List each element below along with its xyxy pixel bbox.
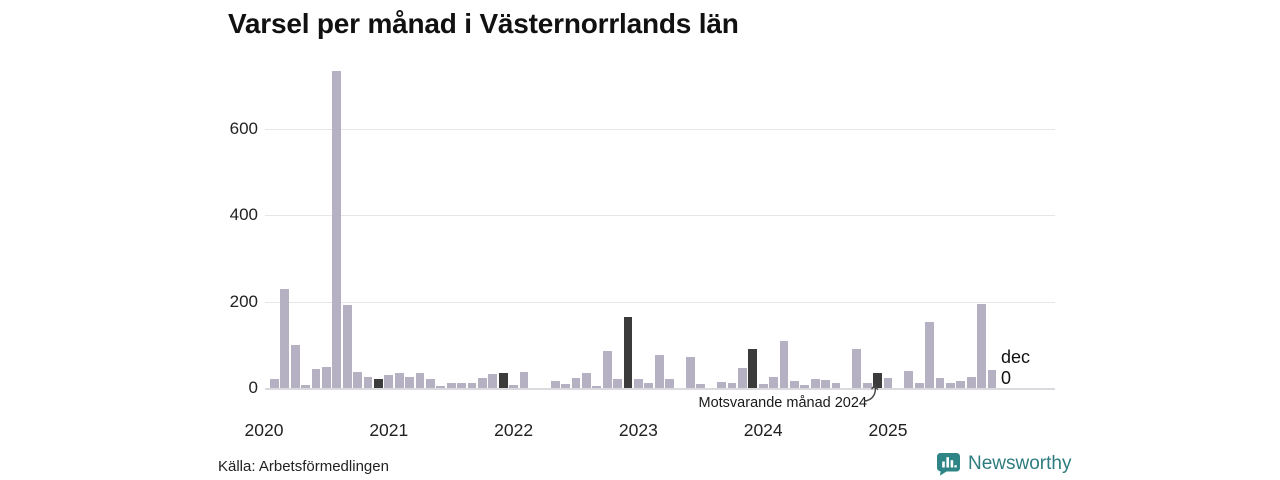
bar (342, 305, 352, 389)
bar (665, 378, 674, 389)
x-axis-baseline (265, 388, 1055, 390)
bar (727, 383, 737, 389)
y-axis-tick-label: 0 (248, 378, 258, 398)
bar (779, 340, 789, 389)
bar (446, 382, 456, 389)
bar (634, 378, 643, 389)
bar (904, 371, 914, 389)
bar-highlighted (748, 349, 758, 389)
bar-highlighted (498, 373, 508, 389)
bar (946, 383, 955, 389)
bar (613, 378, 622, 389)
bar (738, 368, 747, 389)
x-axis-year-label: 2023 (618, 420, 658, 440)
bar (852, 349, 862, 389)
bar (769, 377, 778, 389)
bar (987, 370, 997, 389)
x-axis-year-label: 2021 (369, 420, 409, 440)
bar (862, 383, 872, 389)
bar (758, 384, 768, 389)
bar (457, 382, 466, 389)
bar (654, 354, 664, 389)
newsworthy-logo[interactable]: Newsworthy (936, 452, 1071, 476)
annotation-label: Motsvarande månad 2024 (698, 395, 867, 411)
bar-highlighted (374, 379, 383, 389)
bar (488, 374, 498, 389)
bar (467, 382, 477, 389)
bar (270, 379, 279, 389)
x-axis-year-label: 2022 (494, 420, 534, 440)
bar (280, 289, 290, 389)
bar (332, 71, 342, 389)
end-value-label: 0 (1001, 368, 1012, 388)
bar (914, 383, 924, 389)
bar (810, 378, 820, 389)
bar (301, 384, 310, 389)
bar (925, 322, 934, 389)
bar (883, 377, 893, 389)
bar (935, 378, 945, 389)
bar (800, 385, 810, 389)
bar (436, 385, 446, 389)
bar (519, 371, 529, 389)
annotation-arrow-icon (863, 383, 879, 402)
bar (966, 376, 976, 389)
bar (550, 380, 560, 389)
bar (602, 351, 612, 389)
bar (478, 378, 487, 389)
bar (821, 380, 830, 389)
gridline (265, 301, 1055, 303)
bar (353, 371, 362, 389)
chart-title: Varsel per månad i Västernorrlands län (228, 8, 739, 39)
bar-highlighted (873, 372, 882, 389)
bar (405, 377, 414, 389)
bar (571, 378, 581, 389)
bar (644, 382, 654, 389)
gridline (265, 128, 1055, 130)
bar (426, 379, 435, 389)
bar (509, 384, 518, 389)
bar (384, 374, 394, 389)
bar (582, 373, 591, 389)
gridline (265, 215, 1055, 217)
source-label: Källa: Arbetsförmedlingen (218, 458, 389, 475)
bar (363, 376, 373, 389)
bar (790, 380, 799, 389)
bar (686, 356, 695, 389)
bar (394, 373, 404, 389)
bar (977, 303, 986, 389)
x-axis-year-label: 2025 (868, 420, 908, 440)
bar-highlighted (623, 317, 633, 389)
newsworthy-icon (937, 453, 960, 476)
end-month-label: dec (1001, 347, 1031, 367)
y-axis-tick-label: 400 (229, 205, 258, 225)
bar (831, 382, 841, 389)
bar (592, 386, 602, 389)
bar (415, 373, 425, 389)
x-axis-year-label: 2024 (743, 420, 783, 440)
bar (696, 383, 706, 389)
y-axis-tick-label: 600 (229, 118, 258, 138)
x-axis-year-label: 2020 (244, 420, 284, 440)
bar (956, 381, 966, 389)
bar (717, 381, 726, 389)
y-axis-tick-label: 200 (229, 291, 258, 311)
newsworthy-wordmark: Newsworthy (968, 453, 1072, 474)
bar (290, 344, 300, 389)
bar (311, 369, 321, 389)
bar (561, 383, 570, 389)
bar (322, 366, 331, 389)
